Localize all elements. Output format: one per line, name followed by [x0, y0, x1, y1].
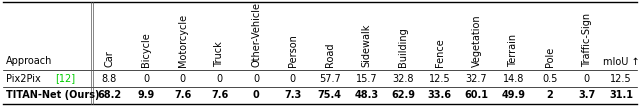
Text: Pole: Pole	[545, 47, 555, 67]
Text: 0: 0	[290, 73, 296, 84]
Text: 75.4: 75.4	[317, 91, 342, 100]
Text: Vegetation: Vegetation	[472, 14, 481, 67]
Text: 7.3: 7.3	[284, 91, 301, 100]
Text: Other-Vehicle: Other-Vehicle	[252, 2, 261, 67]
Text: 0: 0	[253, 91, 260, 100]
Text: Approach: Approach	[6, 56, 52, 66]
Text: 7.6: 7.6	[174, 91, 191, 100]
Text: 3.7: 3.7	[578, 91, 595, 100]
Text: 14.8: 14.8	[502, 73, 524, 84]
Text: 15.7: 15.7	[356, 73, 377, 84]
Text: Terrain: Terrain	[508, 34, 518, 67]
Text: 7.6: 7.6	[211, 91, 228, 100]
Text: Sidewalk: Sidewalk	[362, 24, 371, 67]
Text: 33.6: 33.6	[428, 91, 452, 100]
Text: Motorcycle: Motorcycle	[178, 14, 188, 67]
Text: 0: 0	[143, 73, 149, 84]
Text: 2: 2	[547, 91, 554, 100]
Text: Pix2Pix: Pix2Pix	[6, 73, 44, 84]
Text: Truck: Truck	[214, 41, 225, 67]
Text: 48.3: 48.3	[355, 91, 378, 100]
Text: 62.9: 62.9	[391, 91, 415, 100]
Text: mIoU ↑: mIoU ↑	[603, 57, 639, 67]
Text: 0: 0	[253, 73, 259, 84]
Text: 0: 0	[180, 73, 186, 84]
Text: 12.5: 12.5	[610, 73, 632, 84]
Text: Building: Building	[398, 27, 408, 67]
Text: [12]: [12]	[55, 73, 75, 84]
Text: 8.8: 8.8	[102, 73, 117, 84]
Text: 31.1: 31.1	[609, 91, 633, 100]
Text: 0.5: 0.5	[542, 73, 557, 84]
Text: 32.7: 32.7	[466, 73, 487, 84]
Text: Bicycle: Bicycle	[141, 32, 151, 67]
Text: 0: 0	[584, 73, 589, 84]
Text: 60.1: 60.1	[465, 91, 488, 100]
Text: 68.2: 68.2	[97, 91, 122, 100]
Text: Fence: Fence	[435, 38, 445, 67]
Text: 49.9: 49.9	[501, 91, 525, 100]
Text: Traffic-Sign: Traffic-Sign	[582, 13, 591, 67]
Text: Car: Car	[104, 50, 115, 67]
Text: 57.7: 57.7	[319, 73, 340, 84]
Text: 32.8: 32.8	[392, 73, 414, 84]
Text: TITAN-Net (Ours): TITAN-Net (Ours)	[6, 91, 99, 100]
Text: 12.5: 12.5	[429, 73, 451, 84]
Text: 0: 0	[216, 73, 223, 84]
Text: Person: Person	[288, 34, 298, 67]
Text: Road: Road	[324, 43, 335, 67]
Text: 9.9: 9.9	[138, 91, 155, 100]
